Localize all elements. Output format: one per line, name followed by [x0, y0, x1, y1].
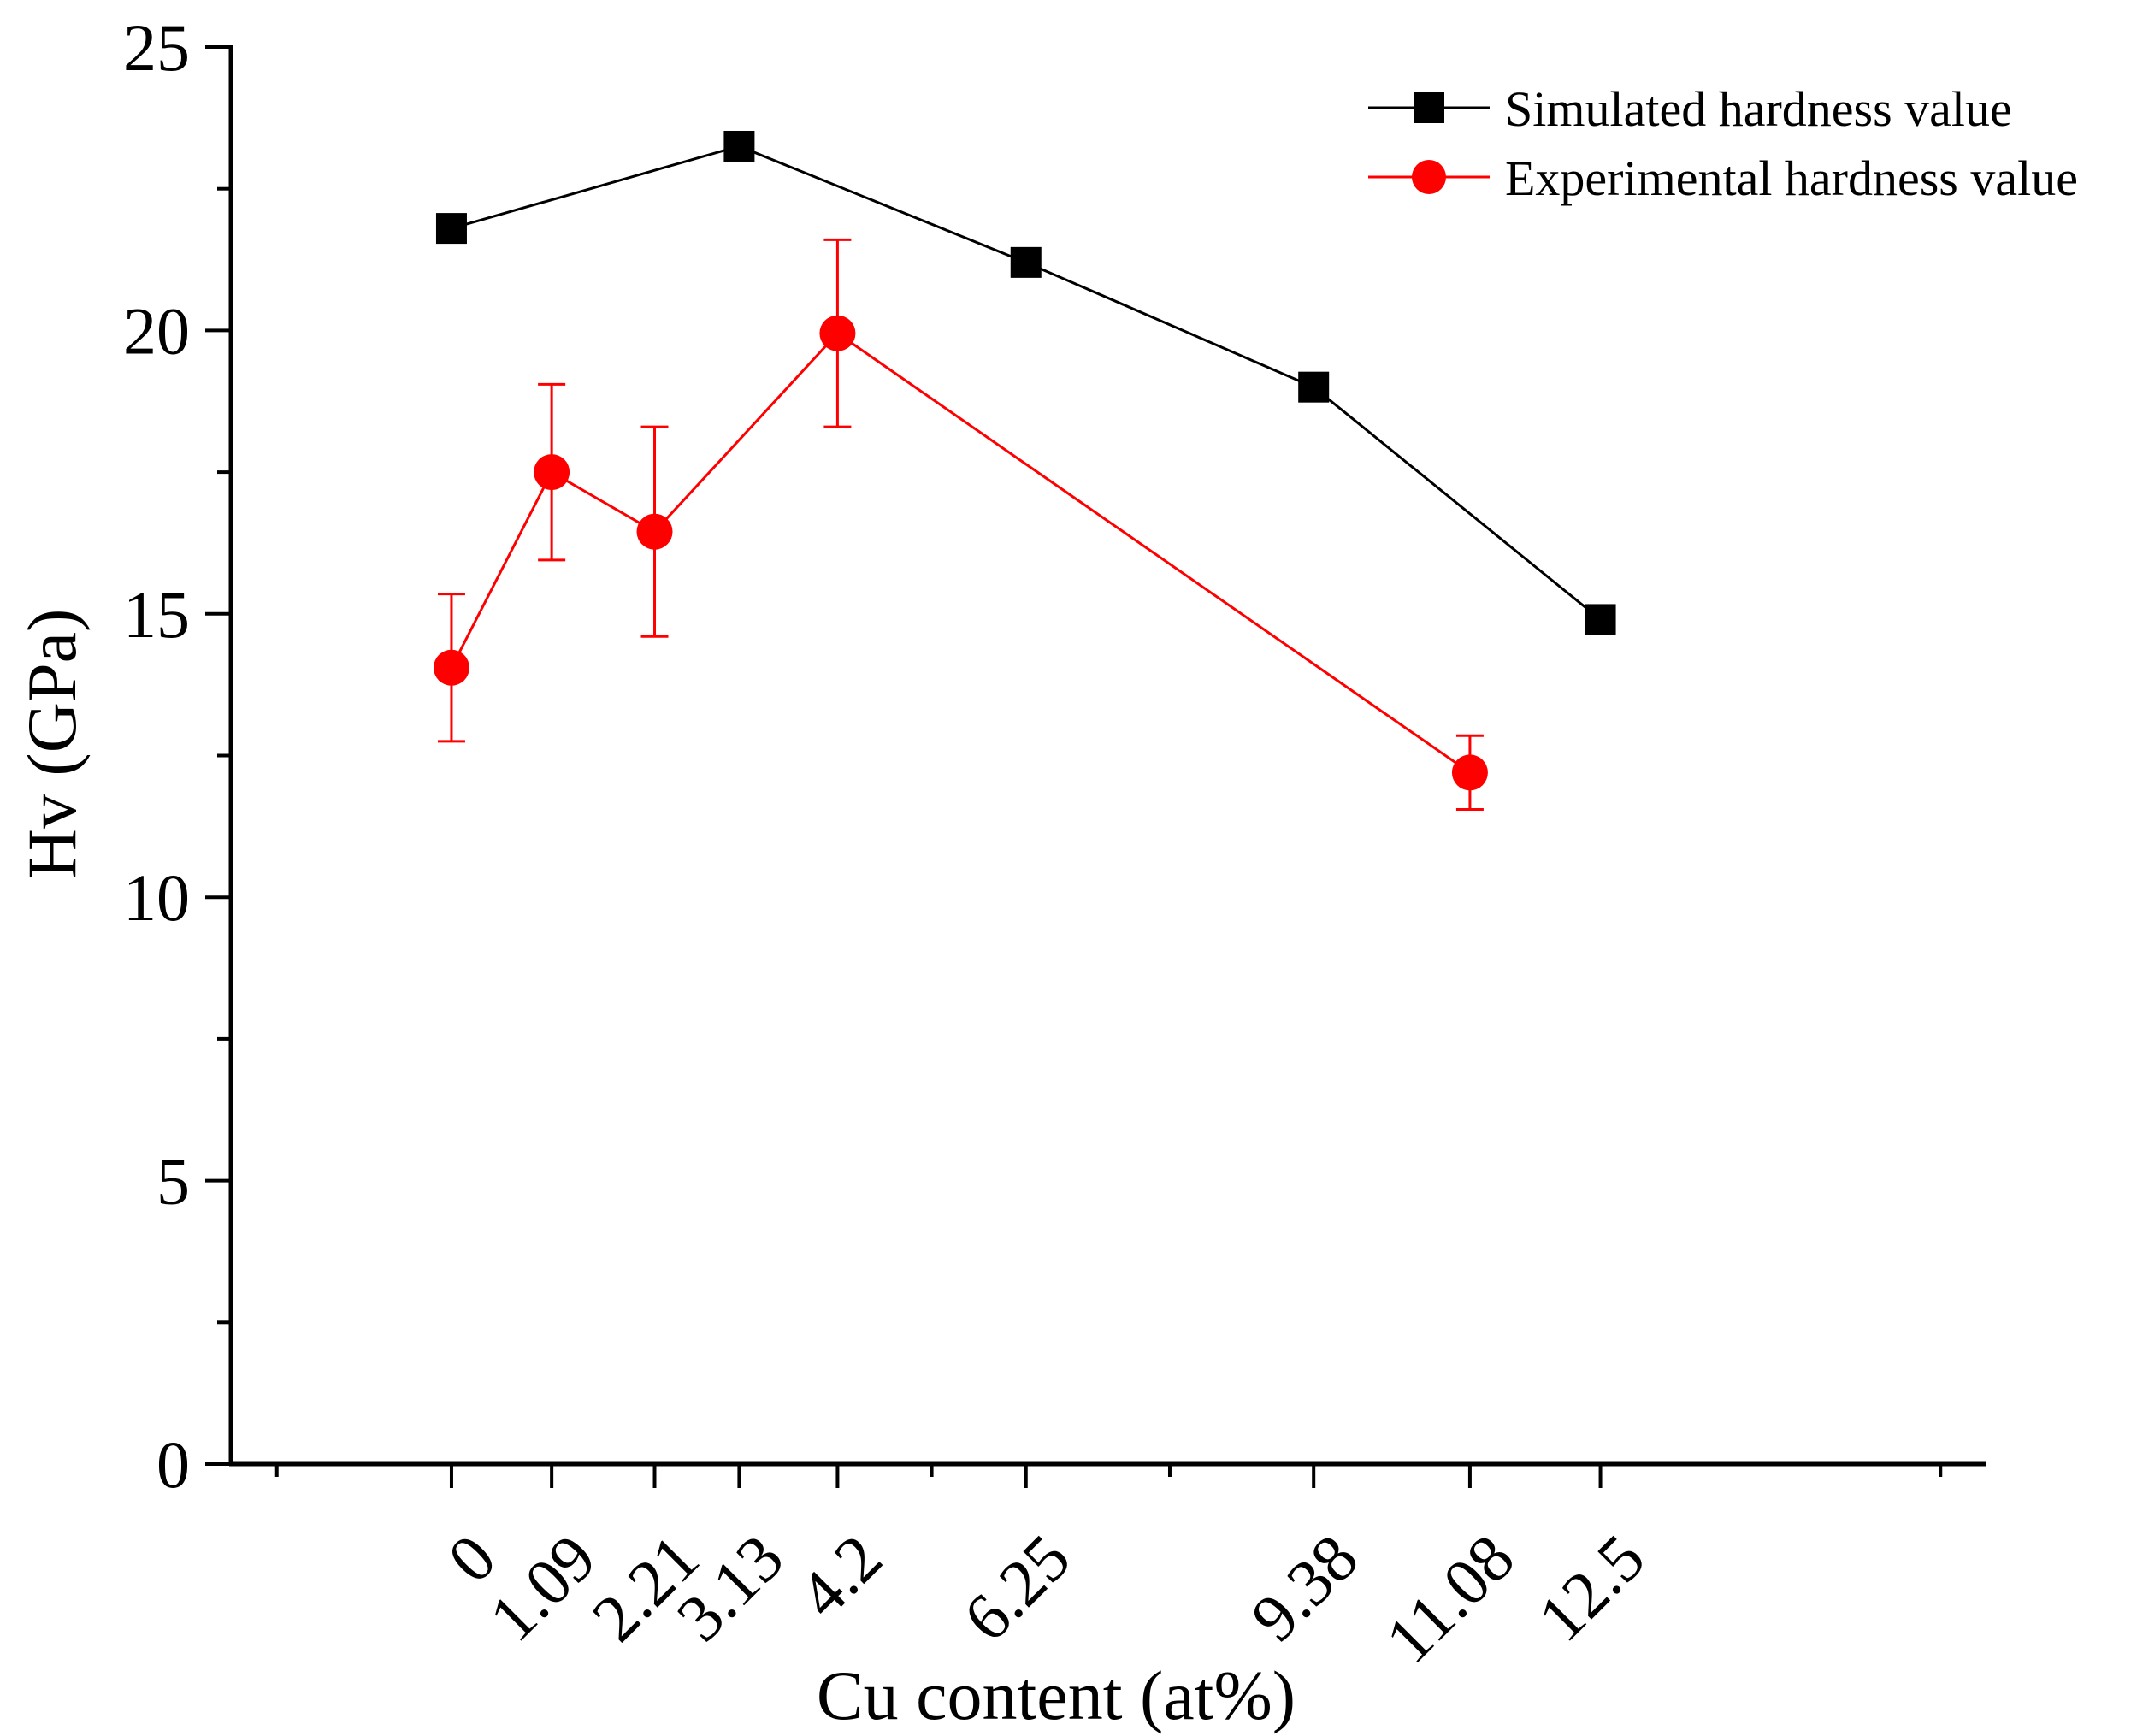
series-simulated — [435, 130, 1616, 635]
x-tick-label: 6.25 — [949, 1520, 1084, 1656]
data-point-circle — [433, 649, 469, 686]
y-axis-ticks: 0 5 10 15 20 25 — [123, 10, 231, 1502]
data-point-circle — [534, 454, 570, 491]
x-tick-label: 12.5 — [1524, 1520, 1659, 1656]
x-tick-label: 1.09 — [475, 1520, 610, 1656]
legend-label-experimental: Experimental hardness value — [1505, 151, 2078, 206]
x-tick-label: 3.13 — [662, 1520, 797, 1656]
y-tick-label: 10 — [123, 860, 190, 935]
y-tick-label: 25 — [123, 10, 190, 85]
data-point-square — [1585, 604, 1616, 635]
series-line — [451, 145, 1602, 621]
legend-label-simulated: Simulated hardness value — [1505, 81, 2012, 137]
data-point-square — [435, 213, 467, 245]
x-tick-label: 4.2 — [784, 1520, 895, 1632]
axes — [228, 45, 1986, 1467]
y-tick-label: 20 — [123, 293, 190, 368]
data-point-square — [1298, 371, 1330, 403]
x-tick-label: 9.38 — [1237, 1520, 1372, 1656]
legend: Simulated hardness value Experimental ha… — [1368, 81, 2078, 206]
y-axis-title: Hv (GPa) — [13, 609, 91, 880]
data-point-square — [1010, 246, 1042, 278]
legend-item-experimental: Experimental hardness value — [1368, 151, 2078, 206]
data-point-square — [723, 130, 755, 162]
data-point-circle — [636, 513, 673, 550]
y-tick-label: 0 — [156, 1427, 190, 1502]
series-experimental — [433, 238, 1488, 811]
y-tick-label: 5 — [156, 1144, 190, 1219]
data-point-circle — [819, 315, 856, 351]
x-tick-label: 11.08 — [1371, 1520, 1528, 1678]
x-axis-title: Cu content (at%) — [817, 1656, 1296, 1734]
legend-marker-experimental — [1412, 160, 1446, 194]
y-tick-label: 15 — [123, 577, 190, 652]
series-layer — [433, 130, 1616, 811]
legend-marker-simulated — [1414, 92, 1444, 123]
legend-item-simulated: Simulated hardness value — [1368, 81, 2012, 137]
data-point-circle — [1451, 754, 1488, 791]
